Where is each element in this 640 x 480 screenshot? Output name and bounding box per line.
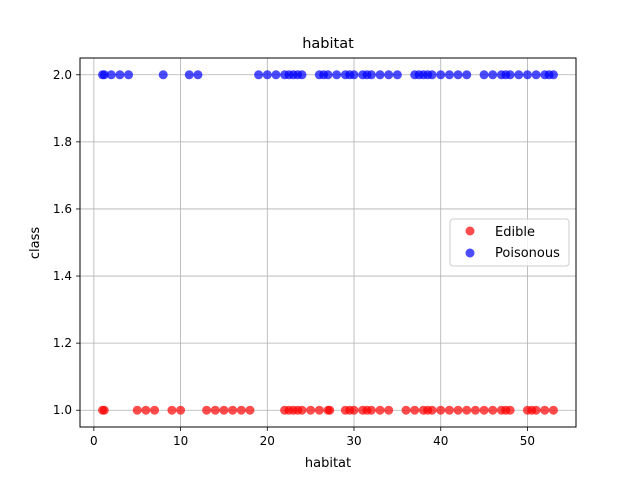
data-point-poisonous (297, 70, 307, 80)
legend-marker-poisonous (465, 248, 475, 258)
y-tick-label: 1.8 (53, 135, 72, 149)
data-point-poisonous (124, 70, 134, 80)
data-point-poisonous (115, 70, 125, 80)
y-tick-label: 2.0 (53, 68, 72, 82)
data-point-poisonous (366, 70, 376, 80)
data-point-poisonous (444, 70, 454, 80)
data-point-edible (427, 405, 437, 415)
data-point-edible (462, 405, 472, 415)
data-point-poisonous (262, 70, 272, 80)
data-point-poisonous (349, 70, 359, 80)
data-point-poisonous (392, 70, 402, 80)
data-point-edible (349, 405, 359, 415)
x-tick-label: 50 (520, 434, 535, 448)
y-tick-label: 1.4 (53, 269, 72, 283)
legend: Edible Poisonous (449, 218, 570, 267)
data-point-edible (488, 405, 498, 415)
data-point-edible (384, 405, 394, 415)
chart-title: habitat (302, 36, 354, 52)
data-point-edible (540, 405, 550, 415)
data-point-poisonous (158, 70, 168, 80)
data-point-edible (167, 405, 177, 415)
data-point-edible (297, 405, 307, 415)
data-point-edible (141, 405, 151, 415)
data-point-poisonous (479, 70, 489, 80)
axis-ticks: 0 10 20 30 40 50 1.0 1.2 1.4 1.6 1.8 2.0 (53, 68, 535, 448)
data-point-poisonous (384, 70, 394, 80)
data-point-poisonous (184, 70, 194, 80)
x-tick-label: 40 (433, 434, 448, 448)
data-point-edible (99, 405, 109, 415)
y-tick-label: 1.0 (53, 403, 72, 417)
data-point-poisonous (548, 70, 558, 80)
data-point-poisonous (531, 70, 541, 80)
data-point-edible (401, 405, 411, 415)
legend-marker-edible (465, 226, 475, 236)
data-point-edible (132, 405, 142, 415)
data-point-poisonous (375, 70, 385, 80)
legend-box (449, 218, 570, 267)
data-point-edible (444, 405, 454, 415)
data-point-poisonous (462, 70, 472, 80)
y-axis-label: class (28, 227, 43, 259)
x-tick-label: 20 (260, 434, 275, 448)
x-axis-label: habitat (305, 456, 351, 471)
data-point-edible (210, 405, 220, 415)
data-point-edible (375, 405, 385, 415)
data-point-poisonous (106, 70, 116, 80)
data-point-poisonous (522, 70, 532, 80)
data-point-edible (548, 405, 558, 415)
data-point-edible (325, 405, 335, 415)
data-point-edible (470, 405, 480, 415)
data-point-poisonous (332, 70, 342, 80)
data-point-edible (479, 405, 489, 415)
x-tick-label: 0 (90, 434, 98, 448)
data-point-edible (306, 405, 316, 415)
data-point-poisonous (254, 70, 264, 80)
data-point-poisonous (505, 70, 515, 80)
data-point-poisonous (436, 70, 446, 80)
data-points (98, 70, 558, 415)
legend-label-poisonous: Poisonous (495, 246, 560, 261)
data-point-poisonous (99, 70, 109, 80)
data-point-poisonous (427, 70, 437, 80)
data-point-edible (176, 405, 186, 415)
data-point-poisonous (193, 70, 203, 80)
data-point-edible (219, 405, 229, 415)
data-point-edible (505, 405, 515, 415)
data-point-edible (228, 405, 238, 415)
y-tick-label: 1.6 (53, 202, 72, 216)
data-point-edible (202, 405, 212, 415)
data-point-poisonous (514, 70, 524, 80)
data-point-poisonous (323, 70, 333, 80)
data-point-edible (436, 405, 446, 415)
legend-label-edible: Edible (495, 225, 535, 240)
x-tick-label: 10 (173, 434, 188, 448)
data-point-edible (150, 405, 160, 415)
data-point-poisonous (488, 70, 498, 80)
data-point-poisonous (453, 70, 463, 80)
data-point-edible (453, 405, 463, 415)
data-point-edible (314, 405, 324, 415)
data-point-edible (245, 405, 255, 415)
x-tick-label: 30 (346, 434, 361, 448)
data-point-poisonous (271, 70, 281, 80)
plot-frame (79, 57, 577, 428)
data-point-edible (410, 405, 420, 415)
data-point-edible (531, 405, 541, 415)
data-point-edible (366, 405, 376, 415)
data-point-edible (236, 405, 246, 415)
y-tick-label: 1.2 (53, 336, 72, 350)
